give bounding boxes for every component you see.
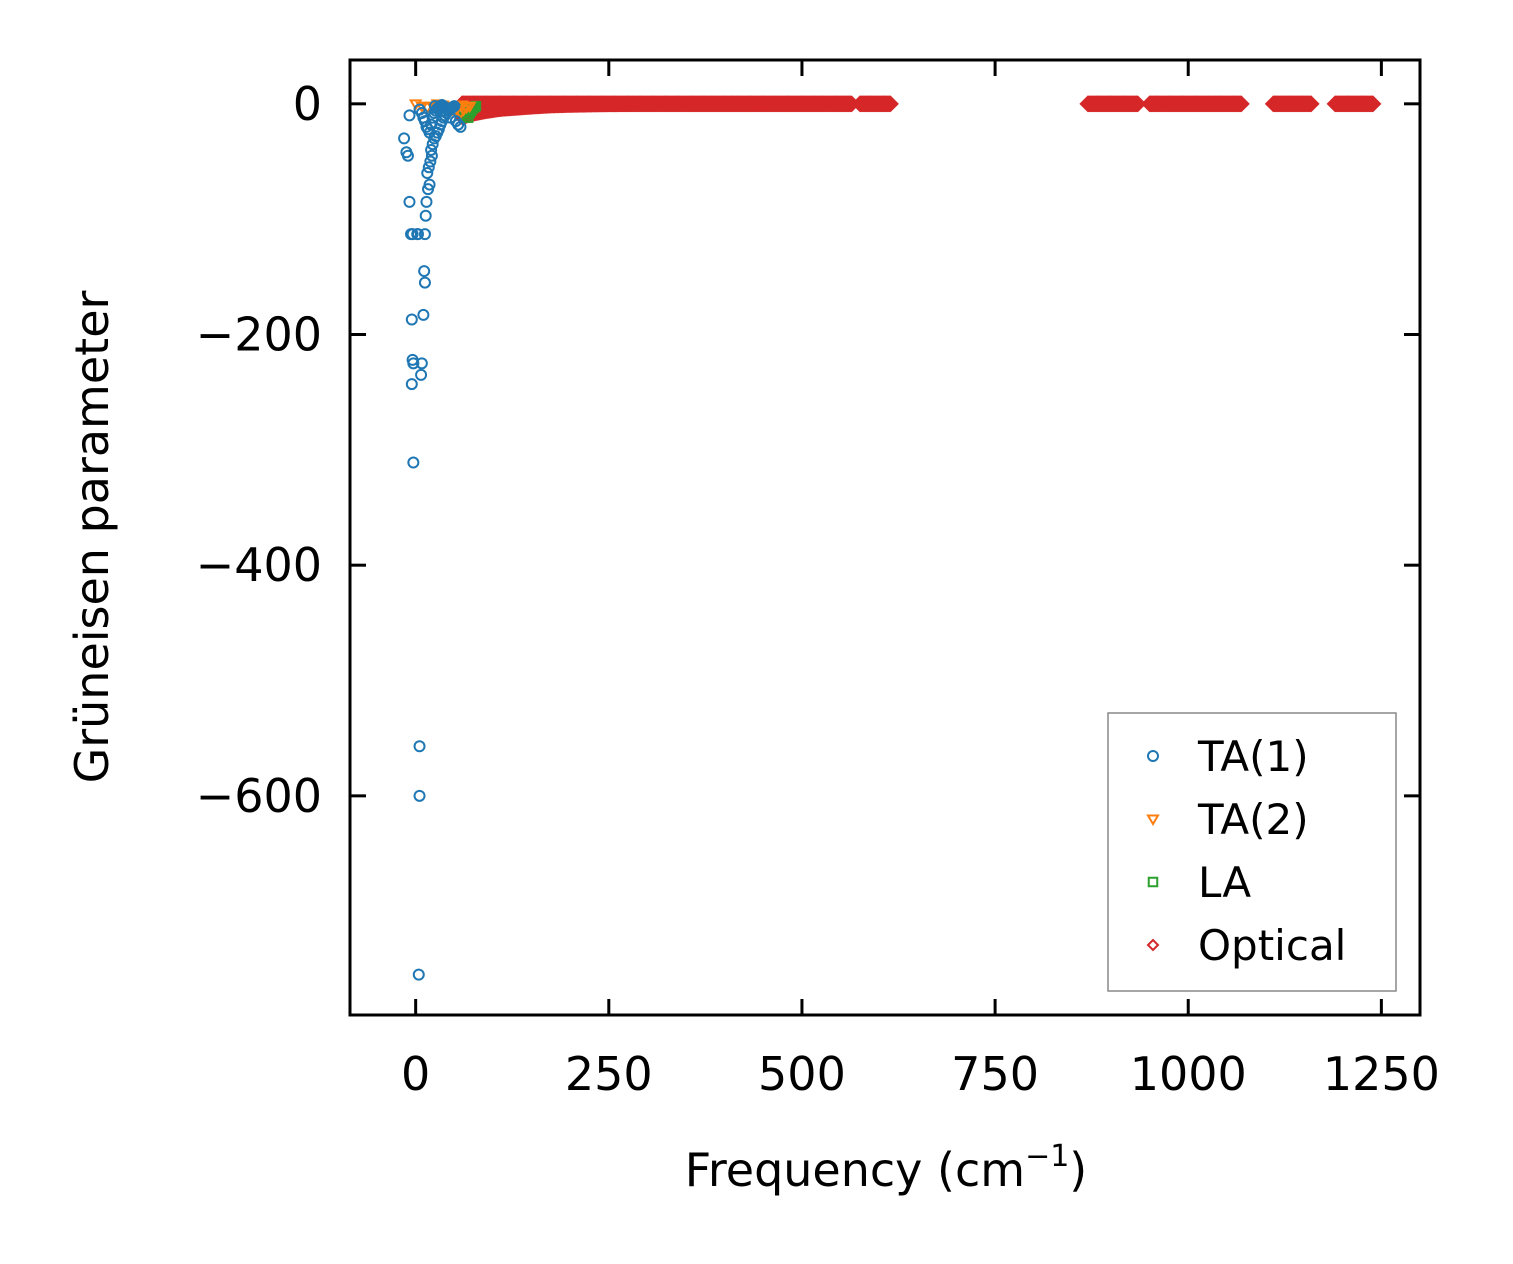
data-point xyxy=(444,111,457,124)
data-point xyxy=(398,132,411,145)
data-point xyxy=(413,789,426,802)
data-point xyxy=(418,265,431,278)
legend-label: TA(2) xyxy=(1197,795,1309,844)
plot-frame xyxy=(348,58,1422,1017)
y-axis-label: Grüneisen parameter xyxy=(65,290,119,783)
x-tick-label: 1000 xyxy=(1130,1047,1247,1101)
data-point xyxy=(403,195,416,208)
data-point xyxy=(403,109,416,122)
legend-marker xyxy=(1146,814,1160,826)
data-point xyxy=(418,276,431,289)
data-point xyxy=(428,100,441,113)
data-point xyxy=(1302,95,1320,113)
x-axis-label-close: ) xyxy=(1069,1143,1087,1197)
data-point xyxy=(406,228,419,241)
plot-marks xyxy=(398,95,1382,981)
data-point xyxy=(462,101,477,114)
data-point xyxy=(405,378,418,391)
data-point xyxy=(425,149,438,162)
data-point xyxy=(423,178,436,191)
data-point xyxy=(1232,95,1250,113)
data-point xyxy=(425,143,438,156)
data-point xyxy=(405,313,418,326)
data-point xyxy=(407,456,420,469)
legend-items: TA(1) TA(2) LA Optical xyxy=(1146,732,1346,970)
x-tick-label: 0 xyxy=(401,1047,430,1101)
x-axis-label-main: Frequency (cm xyxy=(685,1143,1025,1197)
legend-item: LA xyxy=(1147,858,1251,907)
legend-label: Optical xyxy=(1198,921,1346,970)
x-tick-label: 250 xyxy=(565,1047,653,1101)
x-tick-label: 750 xyxy=(951,1047,1039,1101)
data-point xyxy=(415,357,428,370)
legend-marker xyxy=(1147,876,1159,888)
legend-label: LA xyxy=(1198,858,1251,907)
data-point xyxy=(401,149,414,162)
data-point xyxy=(425,118,438,131)
data-point xyxy=(423,126,436,139)
data-point xyxy=(411,228,424,241)
data-point xyxy=(418,228,431,241)
x-tick-label: 1250 xyxy=(1323,1047,1440,1101)
x-tick-label: 500 xyxy=(758,1047,846,1101)
data-point xyxy=(424,155,437,168)
data-point xyxy=(420,195,433,208)
data-point xyxy=(419,209,432,222)
y-tick-label: −200 xyxy=(196,308,322,362)
data-point xyxy=(1129,95,1147,113)
legend-label: TA(1) xyxy=(1197,732,1309,781)
x-axis-label-superscript: −1 xyxy=(1025,1139,1069,1174)
legend-box xyxy=(1107,712,1397,992)
legend-marker xyxy=(1147,750,1159,762)
data-point xyxy=(412,968,425,981)
legend-marker xyxy=(1146,938,1160,952)
x-axis-label: Frequency (cm−1) xyxy=(685,1139,1088,1197)
y-axis-ticks: 0 −200 −400 −600 xyxy=(196,77,1420,823)
data-point xyxy=(882,95,899,113)
data-point xyxy=(417,308,430,321)
x-axis-ticks: 0 250 500 750 1000 1250 xyxy=(401,60,1440,1101)
series-optical xyxy=(453,95,1382,126)
legend-item: Optical xyxy=(1146,921,1346,970)
data-point xyxy=(1364,95,1382,113)
data-point xyxy=(421,167,434,180)
y-tick-label: −600 xyxy=(196,769,322,823)
legend: TA(1) TA(2) LA Optical xyxy=(1107,712,1397,992)
data-point xyxy=(407,357,420,370)
y-tick-label: 0 xyxy=(293,77,322,131)
y-tick-label: −400 xyxy=(196,538,322,592)
data-point xyxy=(413,740,426,753)
data-point xyxy=(415,368,428,381)
series-ta-1- xyxy=(398,98,467,981)
legend-item: TA(2) xyxy=(1146,795,1309,844)
legend-item: TA(1) xyxy=(1147,732,1309,781)
data-point xyxy=(422,161,435,174)
